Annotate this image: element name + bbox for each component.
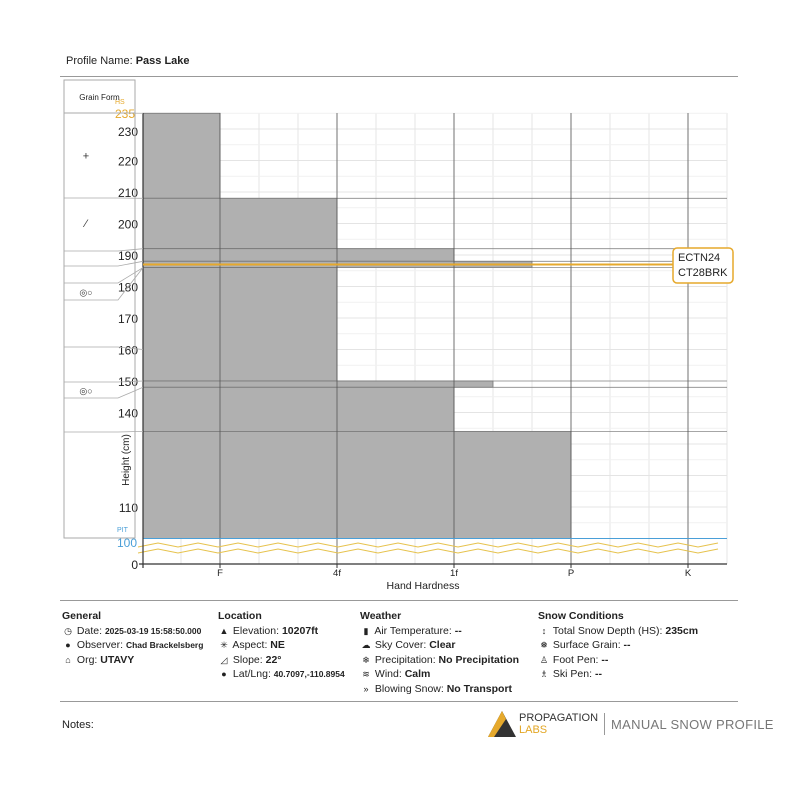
snow-conditions-section: Snow Conditions ↕ Total Snow Depth (HS):… — [538, 610, 699, 680]
logo-triangle-icon — [488, 711, 516, 737]
cloud-icon: ☁ — [361, 640, 371, 650]
profile-name: Profile Name: Pass Lake — [66, 55, 190, 67]
y-tick-label: 140 — [118, 407, 138, 421]
home-icon: ⌂ — [65, 654, 71, 665]
grain-form-row-line — [64, 346, 144, 350]
snow-layer-bar — [142, 112, 221, 199]
divider — [60, 701, 738, 702]
axis-break-zigzag — [137, 542, 719, 548]
grain-form-symbol: + — [83, 151, 89, 163]
stability-test-box — [672, 247, 734, 284]
x-tick-label: K — [685, 568, 692, 579]
x-axis-label: Hand Hardness — [387, 580, 460, 592]
thermometer-icon: ▮ — [363, 625, 369, 636]
snowflake-icon: ❅ — [540, 640, 548, 650]
grain-form-row-line — [64, 260, 144, 267]
double-chevron-icon: » — [363, 683, 369, 694]
y-tick-label: 150 — [118, 375, 138, 389]
x-tick-label: F — [217, 568, 223, 579]
depth-icon: ↕ — [541, 625, 547, 636]
y-tick-label: 110 — [119, 501, 138, 515]
hs-value: 235 — [115, 107, 135, 121]
y-tick-label: 0 — [131, 558, 138, 572]
y-axis-label: Height (cm) — [121, 434, 132, 486]
hiker-icon: ♙ — [539, 654, 549, 665]
snow-layer-bar — [142, 380, 494, 388]
weather-section: Weather ▮ Air Temperature: -- ☁ Sky Cove… — [360, 610, 520, 695]
product-name: MANUAL SNOW PROFILE — [611, 716, 774, 732]
wind-icon: ≋ — [362, 669, 370, 679]
grain-form-row-line — [64, 267, 144, 284]
grain-form-row-line — [64, 267, 144, 301]
divider — [60, 600, 738, 601]
general-section: General ◷ Date: 2025-03-19 15:58:50.000 … — [62, 610, 204, 666]
location-section: Location ▲ Elevation: 10207ft ✳ Aspect: … — [218, 610, 345, 680]
snow-layer-bar — [142, 197, 338, 250]
stability-test-result: CT28BRK — [678, 267, 728, 279]
clock-icon: ◷ — [64, 625, 72, 636]
grain-form-header: Grain Form — [79, 93, 120, 102]
propagation-labs-logo: PROPAGATION LABS MANUAL SNOW PROFILE — [488, 710, 774, 738]
axis-break-zigzag — [137, 548, 719, 554]
grain-form-symbol: ◎○ — [79, 386, 92, 396]
compass-icon: ✳ — [220, 640, 228, 650]
pit-value: 100 — [117, 536, 137, 550]
grain-form-row-line — [64, 386, 144, 399]
logo-text-bottom: LABS — [519, 724, 548, 736]
pit-label: PIT — [117, 527, 129, 534]
snow-layer-bar — [142, 248, 455, 262]
grain-form-column — [63, 79, 136, 539]
pin-icon: ● — [221, 669, 227, 679]
snow-layer-bar — [142, 430, 572, 539]
x-tick-label: P — [568, 568, 574, 579]
user-icon: ● — [65, 640, 71, 650]
snow-layer-bar — [142, 267, 338, 382]
y-tick-label: 200 — [118, 218, 138, 232]
y-tick-label: 210 — [118, 186, 138, 200]
snow-layer-bar — [142, 386, 455, 432]
grain-form-row-line — [64, 248, 144, 252]
y-tick-label: 220 — [118, 155, 138, 169]
notes-label: Notes: — [62, 719, 94, 731]
profile-name-value: Pass Lake — [135, 55, 190, 67]
y-tick-label: 230 — [118, 125, 138, 139]
divider — [60, 76, 738, 77]
grain-form-symbol: ⁄ — [82, 218, 89, 230]
grain-form-symbol: ◎○ — [79, 288, 92, 298]
grain-form-row-line — [64, 380, 144, 383]
logo-separator — [604, 713, 606, 735]
y-tick-label: 160 — [118, 344, 138, 358]
y-tick-label: 190 — [118, 249, 138, 263]
slope-icon: ◿ — [220, 654, 228, 665]
hs-label: HS — [115, 99, 125, 106]
mountain-icon: ▲ — [219, 625, 229, 636]
logo-text-top: PROPAGATION — [519, 712, 599, 724]
x-tick-label: 1f — [450, 568, 458, 579]
snowflake-icon: ❄ — [362, 654, 370, 665]
stability-test-result: ECTN24 — [678, 252, 720, 264]
y-tick-label: 170 — [118, 312, 138, 326]
skier-icon: ♗ — [539, 669, 549, 679]
grain-form-row-line — [64, 431, 144, 433]
x-tick-label: 4f — [333, 568, 341, 579]
